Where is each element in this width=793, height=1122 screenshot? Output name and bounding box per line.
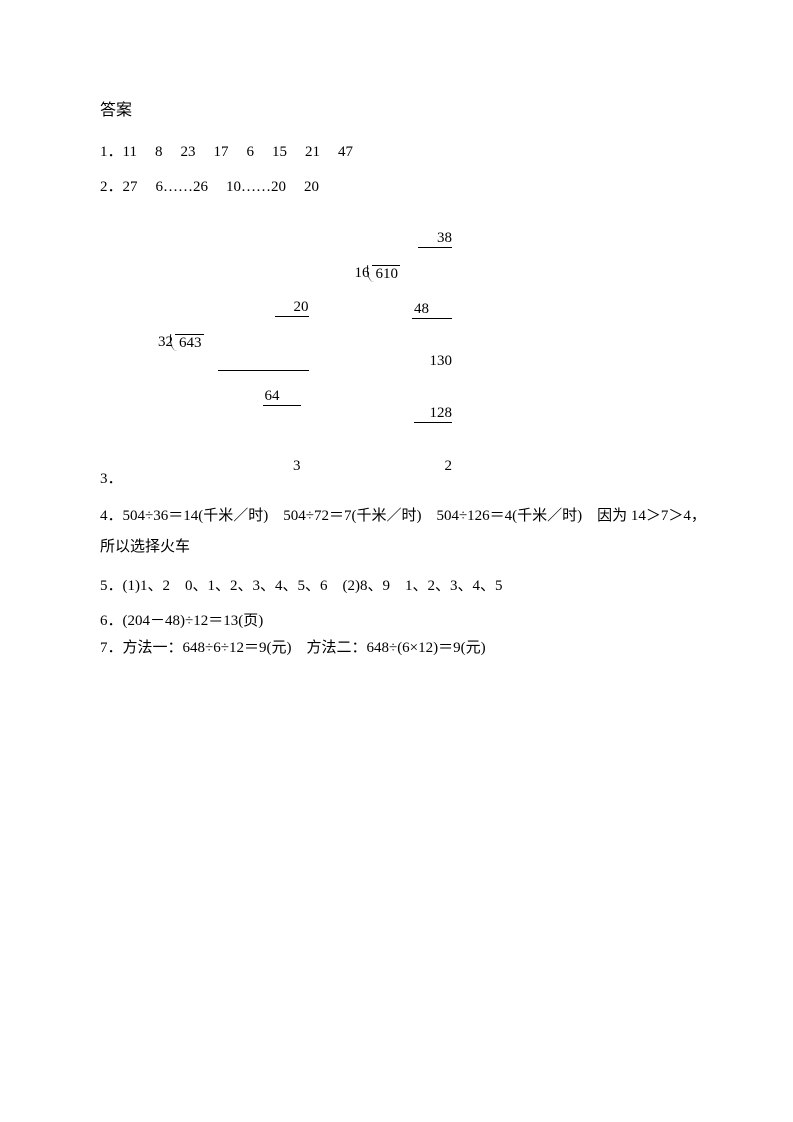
ld2-rem: 2: [414, 458, 452, 475]
q2-line: 2．27 6……26 10……20 20: [100, 177, 703, 198]
q3-prefix: 3．: [100, 469, 128, 492]
q4-line1: 4．504÷36＝14(千米／时) 504÷72＝7(千米／时) 504÷126…: [100, 506, 703, 527]
q2-v0: 27: [123, 179, 138, 195]
page: 答案 1．11823176152147 2．276……2610……2020 3．…: [0, 0, 793, 1122]
long-division-2: 38 16 610 48 130 128 2: [355, 212, 453, 492]
q1-line: 1．11 8 23 17 6 15 21 47: [100, 142, 703, 163]
ld2-step2: 128: [414, 405, 452, 423]
q2-v1: 6……26: [156, 179, 209, 195]
q1-v3: 17: [213, 144, 228, 160]
ld2-dividend: 610: [376, 266, 399, 282]
ld1-step1: 64: [263, 388, 301, 406]
ld2-step1: 48: [412, 301, 452, 319]
q7-line: 7．方法一：648÷6÷12＝9(元) 方法二：648÷(6×12)＝9(元): [100, 638, 703, 659]
ld2-mid: 130: [414, 353, 452, 370]
q1-v1: 8: [155, 144, 163, 160]
q1-v4: 6: [246, 144, 254, 160]
q6-line: 6．(204－48)÷12＝13(页): [100, 611, 703, 632]
q2-v2: 10……20: [226, 179, 286, 195]
q1-v7: 47: [338, 144, 353, 160]
q1-v2: 23: [180, 144, 195, 160]
long-division-1: 20 32 643 64 3: [158, 281, 309, 492]
answers-title: 答案: [100, 100, 703, 122]
q1-v0: 11: [123, 144, 137, 160]
q3-row: 3． 20 32 643 64 3: [100, 212, 703, 492]
q2-v3: 20: [304, 179, 319, 195]
q5-line: 5．(1)1、2 0、1、2、3、4、5、6 (2)8、9 1、2、3、4、5: [100, 576, 703, 597]
q1-v5: 15: [272, 144, 287, 160]
ld1-dividend: 643: [179, 335, 202, 351]
q2-prefix: 2．: [100, 179, 123, 195]
ld1-quotient: 20: [275, 299, 309, 317]
q1-prefix: 1．: [100, 144, 123, 160]
ld1-rem: 3: [265, 458, 309, 475]
q1-v6: 21: [305, 144, 320, 160]
ld2-quotient: 38: [418, 230, 452, 248]
q4-line2: 所以选择火车: [100, 537, 703, 558]
